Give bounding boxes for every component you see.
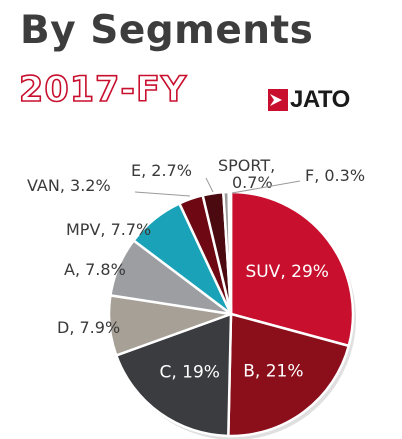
slice-label-van: VAN, 3.2% (27, 176, 111, 195)
jato-arrow-icon (268, 89, 288, 111)
pie-slice-suv (229, 190, 355, 348)
brand-name: JATO (290, 86, 350, 113)
chart-subtitle: 2017-FY (18, 69, 188, 111)
slice-label-c: C, 19% (159, 363, 219, 383)
slice-label-a: A, 7.8% (64, 260, 126, 279)
leader-line-van (134, 191, 191, 197)
pie-slice-f (227, 190, 233, 316)
slice-label-b: B, 21% (243, 362, 303, 382)
pie-slice-c (115, 312, 233, 438)
jato-logo: JATO (268, 86, 350, 114)
leader-line-f (231, 180, 301, 194)
slice-label-f: F, 0.3% (305, 166, 365, 185)
slice-label-mpv: MPV, 7.7% (66, 220, 151, 239)
leader-line-e (205, 177, 214, 193)
slice-label-d: D, 7.9% (57, 318, 120, 337)
slice-label-e: E, 2.7% (131, 161, 192, 180)
slice-label-suv: SUV, 29% (245, 262, 328, 282)
pie-slice-b (227, 312, 351, 438)
chart-title: By Segments (20, 8, 314, 53)
